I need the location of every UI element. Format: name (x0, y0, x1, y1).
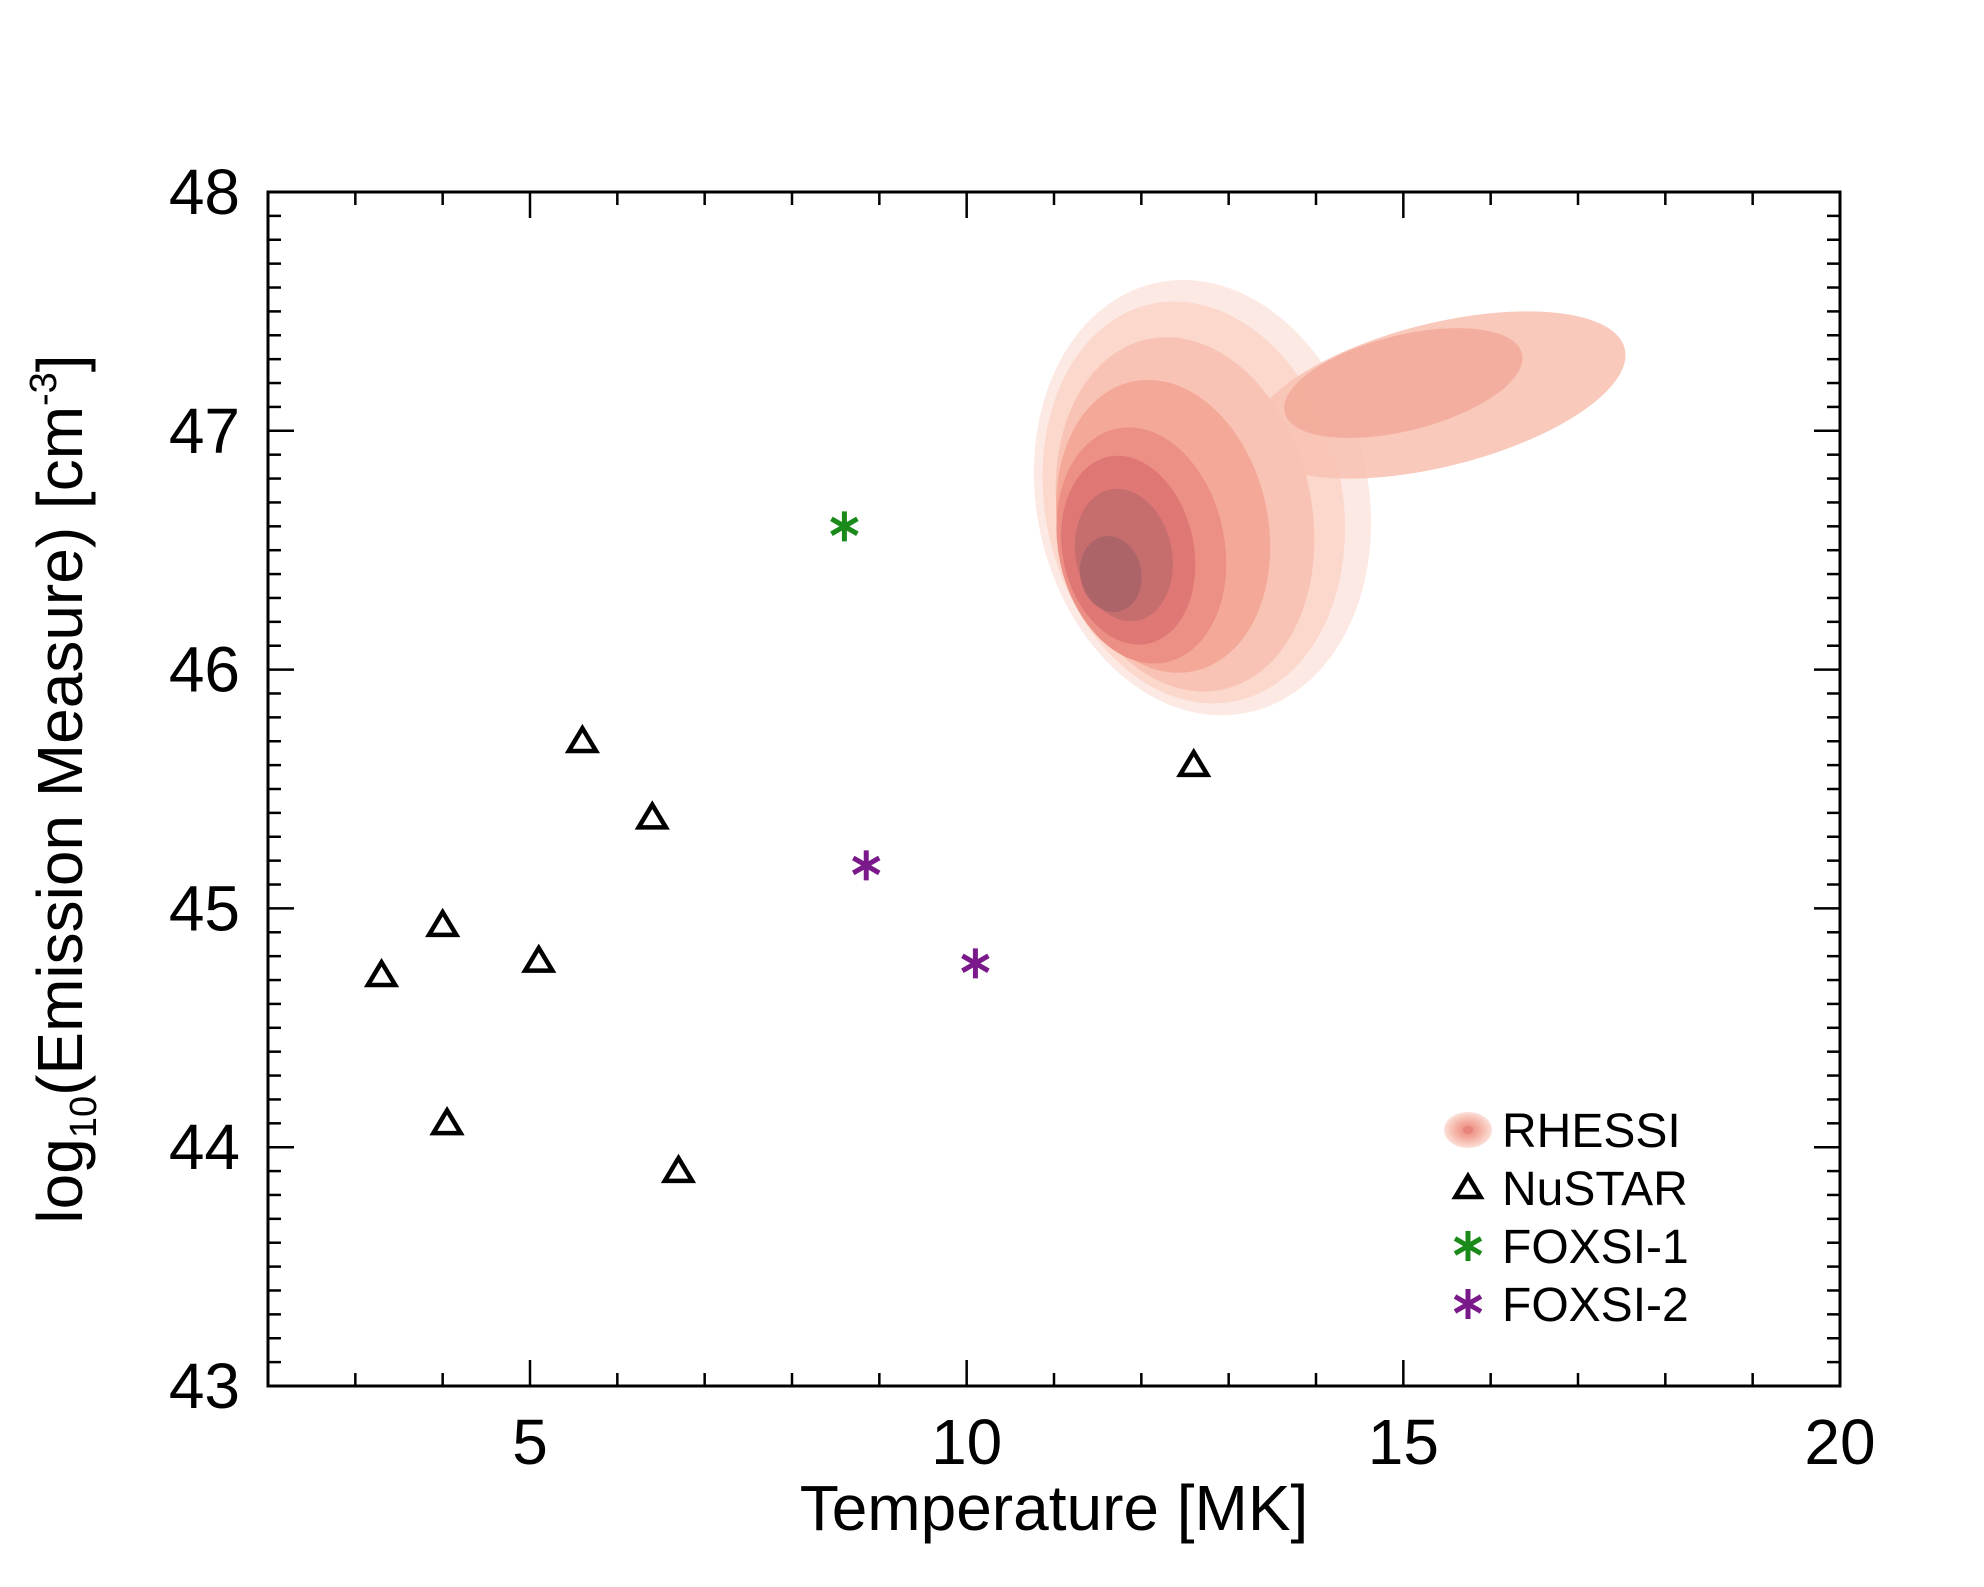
nustar-point-3 (429, 1105, 465, 1136)
nustar-point-5 (564, 723, 601, 754)
foxsi-2-point-1 (851, 850, 881, 881)
legend-swatch-nustar (1451, 1171, 1485, 1200)
nustar-point-4 (521, 943, 557, 973)
contour-line-10 (1840, 0, 1984, 192)
x-tick-label-10: 10 (931, 1406, 1002, 1478)
x-tick-label-15: 15 (1368, 1406, 1439, 1478)
rhessi-density-extension-core (1284, 328, 1523, 439)
legend-swatch-rhessi-core (1463, 1126, 1473, 1134)
nustar-point-1 (363, 957, 400, 988)
nustar-point-7 (660, 1153, 697, 1184)
nustar-point-6 (634, 800, 670, 830)
x-tick-label-20: 20 (1804, 1406, 1875, 1478)
y-axis-title-subscript: 10 (63, 1096, 105, 1138)
data-markers (363, 511, 1212, 1184)
legend-entry-foxsi-1: FOXSI-1 (1453, 1221, 1689, 1274)
y-axis-title-superscript: -3 (23, 372, 65, 406)
legend-swatch-foxsi-2 (1453, 1289, 1483, 1319)
contour-lines (1840, 0, 1984, 192)
nustar-point-2 (425, 907, 461, 938)
y-tick-label-47: 47 (169, 395, 240, 467)
axis-ticks (266, 190, 1842, 1388)
legend-label-rhessi: RHESSI (1502, 1105, 1681, 1158)
nustar-point-8 (1176, 747, 1212, 778)
contour-line-10000 (1840, 0, 1984, 192)
legend-label-foxsi-1: FOXSI-1 (1502, 1221, 1689, 1274)
y-tick-label-48: 48 (169, 156, 240, 228)
y-tick-label-43: 43 (169, 1350, 240, 1422)
foxsi-1-point-1 (830, 511, 859, 542)
axis-tick-labels: 5 10 15 20 43 44 45 46 47 48 (169, 156, 1876, 1478)
legend-entry-nustar: NuSTAR (1451, 1163, 1688, 1216)
legend-entry-rhessi: RHESSI (1444, 1105, 1681, 1158)
legend-entry-foxsi-2: FOXSI-2 (1453, 1279, 1689, 1332)
legend-label-nustar: NuSTAR (1502, 1163, 1688, 1216)
foxsi-2-point-2 (961, 948, 990, 979)
plot-area (1033, 280, 1626, 716)
x-tick-label-5: 5 (512, 1406, 548, 1478)
legend-swatch-foxsi-1 (1453, 1231, 1483, 1261)
y-axis-title-suffix: ] (24, 354, 96, 372)
y-tick-label-46: 46 (169, 634, 240, 706)
y-tick-label-44: 44 (169, 1111, 240, 1183)
y-axis-title-main: (Emission Measure) [cm (24, 406, 96, 1096)
legend-label-foxsi-2: FOXSI-2 (1502, 1279, 1689, 1332)
y-tick-label-45: 45 (169, 872, 240, 944)
x-axis-title: Temperature [MK] (800, 1472, 1309, 1544)
rhessi-density-level-8 (1079, 536, 1142, 612)
contour-line-100 (1840, 0, 1984, 192)
y-axis-title-prefix: log (24, 1138, 96, 1223)
contour-line-1000 (1840, 0, 1984, 192)
y-axis-title: log10(Emission Measure) [cm-3] (23, 354, 105, 1223)
